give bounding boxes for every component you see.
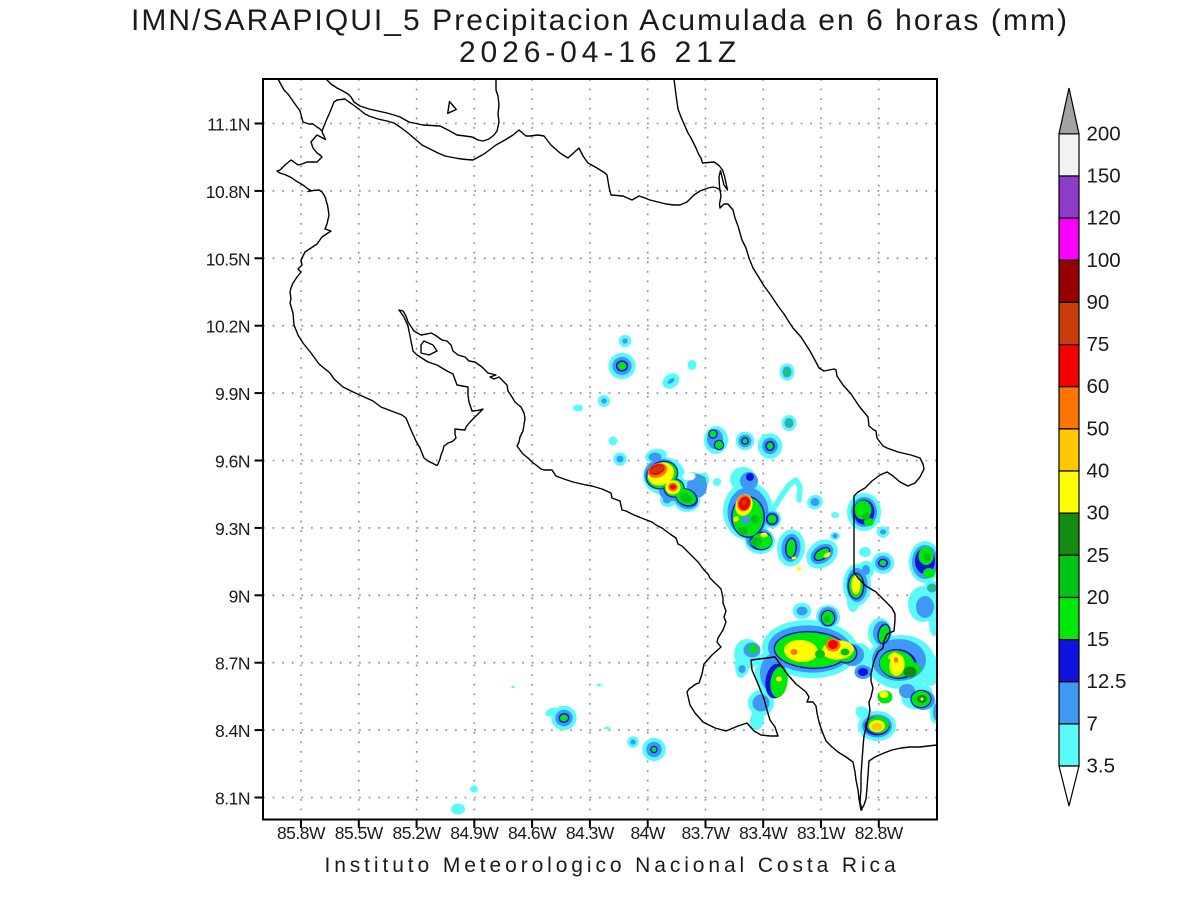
svg-text:10.5N: 10.5N: [206, 249, 250, 269]
svg-text:200: 200: [1087, 122, 1121, 145]
svg-text:8.7N: 8.7N: [215, 654, 250, 674]
svg-text:8.1N: 8.1N: [215, 789, 250, 809]
svg-text:85.5W: 85.5W: [335, 823, 384, 843]
svg-text:84W: 84W: [630, 823, 665, 843]
svg-text:83.7W: 83.7W: [681, 823, 730, 843]
svg-text:Instituto Meteorologico Nacion: Instituto Meteorologico Nacional Costa R…: [324, 854, 899, 877]
svg-text:84.3W: 84.3W: [566, 823, 615, 843]
svg-text:20: 20: [1087, 586, 1110, 609]
svg-text:90: 90: [1087, 291, 1110, 314]
svg-text:100: 100: [1087, 249, 1121, 272]
svg-text:15: 15: [1087, 628, 1110, 651]
svg-text:9.6N: 9.6N: [215, 452, 250, 472]
svg-text:9.9N: 9.9N: [215, 384, 250, 404]
svg-text:75: 75: [1087, 333, 1110, 356]
svg-text:85.8W: 85.8W: [277, 823, 326, 843]
svg-text:84.6W: 84.6W: [508, 823, 557, 843]
svg-text:9N: 9N: [229, 586, 250, 606]
svg-text:82.8W: 82.8W: [855, 823, 904, 843]
svg-text:40: 40: [1087, 460, 1110, 483]
svg-text:83.4W: 83.4W: [739, 823, 788, 843]
svg-text:11.1N: 11.1N: [207, 115, 250, 135]
svg-text:10.2N: 10.2N: [206, 317, 250, 337]
svg-text:8.4N: 8.4N: [215, 721, 250, 741]
svg-text:50: 50: [1087, 417, 1110, 440]
svg-text:3.5: 3.5: [1087, 755, 1116, 778]
svg-text:2026-04-16 21Z: 2026-04-16 21Z: [459, 36, 741, 69]
svg-text:60: 60: [1087, 375, 1110, 398]
svg-text:25: 25: [1087, 544, 1110, 567]
svg-text:85.2W: 85.2W: [393, 823, 442, 843]
svg-text:150: 150: [1087, 165, 1121, 188]
svg-text:10.8N: 10.8N: [206, 182, 250, 202]
svg-text:IMN/SARAPIQUI_5 Precipitacion: IMN/SARAPIQUI_5 Precipitacion Acumulada …: [131, 4, 1069, 37]
svg-text:12.5: 12.5: [1087, 670, 1127, 693]
svg-text:30: 30: [1087, 502, 1110, 525]
svg-text:7: 7: [1087, 712, 1098, 735]
svg-text:9.3N: 9.3N: [215, 519, 250, 539]
svg-text:120: 120: [1087, 207, 1121, 230]
svg-text:83.1W: 83.1W: [797, 823, 846, 843]
svg-text:84.9W: 84.9W: [450, 823, 499, 843]
